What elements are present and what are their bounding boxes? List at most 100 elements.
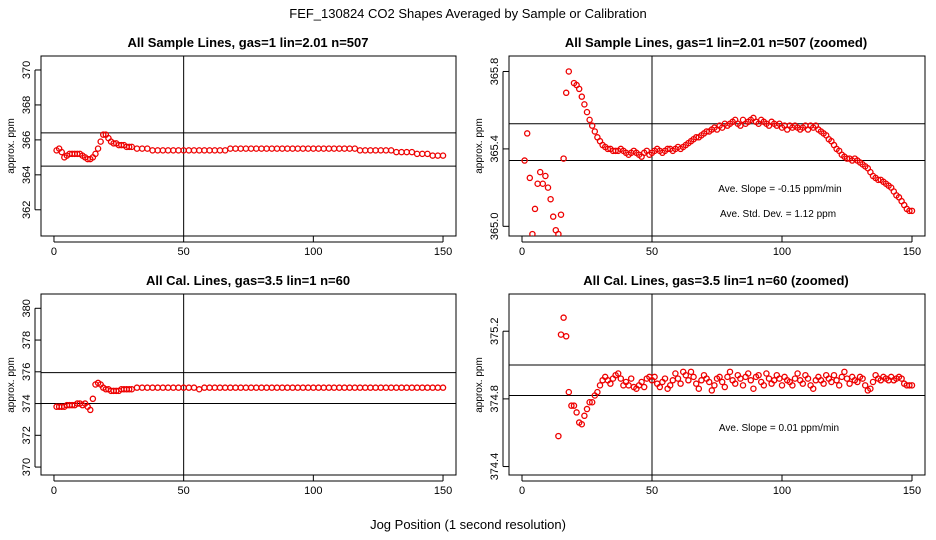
data-point [195, 386, 203, 393]
ylabel-1: approx. ppm [6, 118, 17, 174]
x-tick-label: 150 [434, 485, 452, 497]
data-point [581, 101, 588, 108]
y-tick-label: 376 [21, 363, 33, 381]
data-point [617, 375, 625, 382]
y-tick-label: 370 [21, 458, 33, 476]
data-point [536, 168, 544, 176]
data-point [403, 148, 410, 156]
data-point [133, 384, 141, 391]
data-point [278, 384, 286, 391]
data-point [164, 147, 172, 154]
data-point [268, 145, 276, 152]
data-point [830, 371, 838, 379]
data-point [92, 150, 99, 158]
data-point [247, 145, 255, 152]
data-point [583, 405, 591, 413]
panel-2: 0 50 100 150 365.0 365.4 365.8 [489, 55, 926, 258]
data-point [278, 145, 286, 152]
data-points [53, 379, 447, 414]
data-point [393, 384, 400, 391]
figure-xlabel: Jog Position (1 second resolution) [370, 517, 566, 532]
data-point [211, 384, 219, 391]
data-point [289, 384, 296, 391]
data-point [346, 145, 353, 152]
data-point [356, 384, 364, 391]
data-point [424, 150, 431, 158]
data-point [253, 145, 260, 152]
data-point [133, 145, 141, 152]
data-point [760, 382, 768, 389]
data-point [544, 184, 552, 191]
data-point [439, 384, 447, 391]
data-point [573, 409, 580, 416]
data-point [529, 230, 536, 236]
x-tick-label: 0 [519, 246, 525, 258]
data-point [258, 145, 265, 152]
data-point [315, 145, 322, 152]
panel-title-3: All Cal. Lines, gas=3.5 lin=1 n=60 [146, 273, 350, 288]
data-point [372, 384, 379, 391]
panel-title-4: All Cal. Lines, gas=3.5 lin=1 n=60 (zoom… [583, 273, 849, 288]
data-point [58, 148, 66, 156]
data-point [539, 180, 547, 187]
data-point [549, 213, 557, 220]
data-point [201, 147, 208, 154]
data-point [661, 375, 669, 382]
data-point [846, 380, 853, 387]
data-point [731, 380, 739, 387]
data-point [125, 143, 133, 151]
data-point [596, 382, 604, 389]
panel-1: 0 50 100 150 362 364 366 368 370 [21, 55, 457, 258]
data-point [294, 145, 302, 152]
data-point [791, 375, 799, 382]
data-point [690, 373, 697, 381]
data-point [268, 384, 276, 391]
data-point [562, 89, 570, 97]
data-point [560, 314, 567, 321]
data-point [221, 147, 229, 154]
data-point [841, 368, 848, 376]
y-tick-label: 362 [21, 201, 33, 219]
data-point [640, 383, 648, 391]
y-tick-label: 364 [21, 166, 33, 184]
data-point [739, 382, 747, 389]
data-point [439, 152, 447, 159]
data-point [570, 402, 578, 409]
data-point [304, 384, 312, 391]
data-point [869, 378, 877, 386]
data-point [711, 382, 718, 389]
data-point [583, 108, 591, 116]
x-tick-label: 50 [646, 246, 658, 258]
data-point [687, 368, 695, 376]
data-point [247, 384, 255, 391]
x-tick-label: 150 [903, 485, 921, 497]
y-tick-label: 372 [21, 426, 33, 444]
data-point [346, 384, 353, 391]
data-point [429, 384, 436, 391]
data-point [607, 380, 614, 387]
data-points [555, 314, 916, 440]
x-tick-label: 0 [519, 485, 525, 497]
data-point [211, 147, 219, 154]
data-point [534, 180, 541, 187]
annotation-slope-p4: Ave. Slope = 0.01 ppm/min [719, 423, 839, 434]
data-point [87, 406, 94, 414]
ylabel-4: approx. ppm [474, 357, 485, 413]
data-point [315, 384, 322, 391]
data-point [859, 375, 866, 382]
plot-frame [40, 293, 457, 476]
x-tick-label: 50 [178, 485, 190, 497]
data-point [237, 384, 244, 391]
data-point [97, 138, 104, 145]
x-tick-label: 150 [434, 246, 452, 258]
y-tick-label: 365.4 [489, 135, 501, 163]
data-point [408, 384, 416, 391]
data-point [273, 384, 281, 391]
data-point [765, 375, 773, 382]
ylabel-3: approx. ppm [6, 357, 17, 413]
data-point [387, 147, 395, 154]
data-point [651, 373, 658, 381]
panel-3: 0 50 100 150 370 372 374 376 378 380 [21, 293, 457, 497]
data-point [206, 147, 213, 154]
data-point [263, 384, 270, 391]
